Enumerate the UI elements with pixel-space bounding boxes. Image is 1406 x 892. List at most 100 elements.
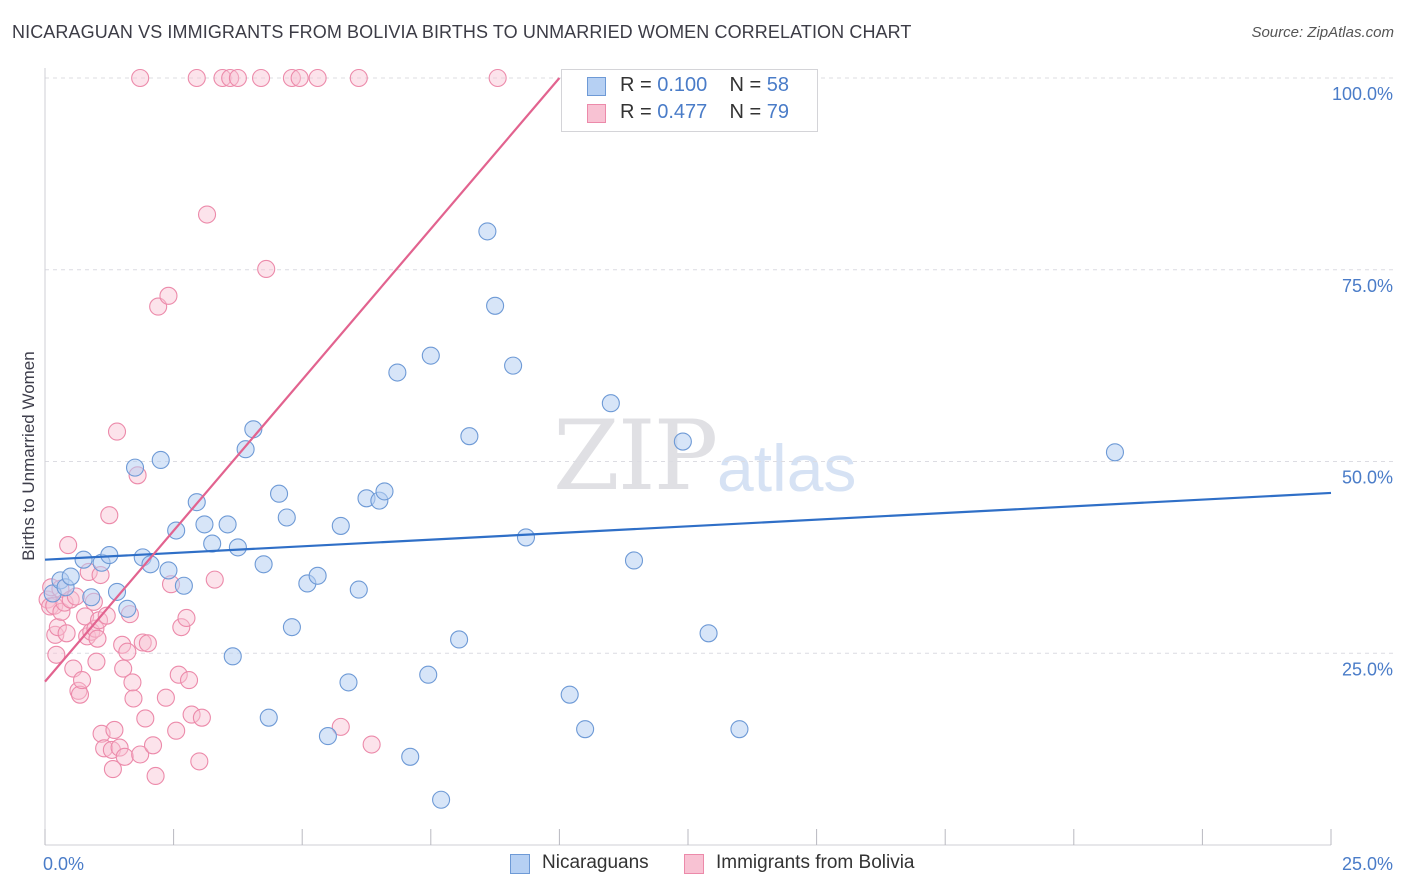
- nicaraguan-point: [107, 582, 127, 601]
- legend-swatch-bolivia: [587, 104, 606, 123]
- bolivia-point: [105, 720, 124, 740]
- bolivia-point: [95, 739, 114, 758]
- bolivia-point: [308, 68, 327, 88]
- bolivia-point: [115, 747, 134, 766]
- trend-lines: [44, 77, 1332, 683]
- nicaraguan-point: [141, 555, 160, 574]
- bolivia-point: [159, 286, 178, 305]
- bolivia-point: [167, 721, 186, 740]
- bolivia-point: [331, 717, 350, 736]
- nicaraguan-point: [82, 588, 101, 607]
- bolivia-point: [488, 68, 507, 88]
- bolivia-point: [143, 736, 163, 755]
- bolivia-point: [57, 624, 76, 643]
- nicaraguan-point: [349, 580, 368, 599]
- legend-text-bolivia: R = 0.477 N = 79: [620, 101, 790, 123]
- nicaraguan-point: [421, 346, 440, 365]
- nicaraguan-point: [504, 356, 523, 375]
- nicaraguan-point: [730, 720, 749, 739]
- bolivia-point: [76, 607, 95, 626]
- legend-text-nicaraguans: R = 0.100 N = 58: [620, 74, 790, 96]
- nicaraguan-point: [450, 630, 469, 649]
- bolivia-point: [190, 752, 209, 771]
- y-tick-label: 75.0%: [1342, 276, 1393, 296]
- bolivia-point: [100, 506, 119, 525]
- y-axis-label: Births to Unmarried Women: [19, 351, 38, 560]
- nicaraguan-point: [151, 450, 170, 470]
- bolivia-point: [205, 570, 224, 589]
- bolivia-point: [257, 259, 276, 279]
- nicaraguan-point: [432, 790, 451, 809]
- nicaraguan-point: [277, 508, 296, 527]
- nicaraguan-point: [270, 484, 289, 503]
- tick-labels: 100.0% 75.0% 50.0% 25.0% 0.0% 25.0%: [43, 84, 1393, 874]
- nicaraguan-point: [460, 427, 479, 446]
- bolivia-point: [172, 618, 191, 637]
- bottom-legend-swatch-bolivia: [684, 854, 704, 874]
- bolivia-point: [97, 606, 116, 625]
- bolivia-point: [133, 633, 152, 652]
- nicaraguan-point: [1105, 443, 1125, 462]
- nicaraguan-point: [339, 673, 358, 692]
- y-tick-label: 25.0%: [1342, 659, 1393, 679]
- bolivia-point: [197, 205, 217, 224]
- y-tick-label: 100.0%: [1332, 84, 1393, 104]
- bolivia-point: [177, 608, 196, 628]
- nicaraguan-point: [282, 618, 301, 637]
- nicaraguan-point: [61, 567, 80, 586]
- nicaraguan-point: [236, 440, 255, 459]
- bottom-legend-label-bolivia: Immigrants from Bolivia: [716, 852, 915, 873]
- watermark-atlas: atlas: [717, 431, 857, 505]
- bolivia-point: [349, 68, 368, 88]
- nicaraguan-point: [125, 458, 145, 477]
- bolivia-trend-line: [44, 77, 561, 683]
- bolivia-point: [59, 536, 78, 555]
- bolivia-point: [131, 745, 150, 764]
- bolivia-point: [228, 68, 247, 88]
- bolivia-point: [290, 68, 309, 88]
- bolivia-point: [72, 671, 92, 690]
- nicaraguan-point: [223, 647, 242, 666]
- bolivia-point: [136, 709, 155, 728]
- nicaraguan-point: [228, 538, 247, 557]
- nicaraguan-point: [576, 720, 595, 739]
- bolivia-point: [179, 671, 199, 690]
- nicaraguan-point: [401, 747, 420, 766]
- bolivia-point: [118, 642, 137, 661]
- nicaraguan-point: [601, 394, 620, 413]
- nicaraguan-point: [560, 685, 579, 704]
- axes: [44, 68, 1332, 846]
- bolivia-point: [131, 68, 150, 88]
- nicaraguan-point: [174, 576, 193, 595]
- bolivia-point: [169, 665, 188, 684]
- nicaraguan-point: [195, 515, 214, 534]
- legend-swatch-nicaraguans: [587, 77, 606, 96]
- nicaraguan-point: [118, 599, 137, 618]
- bolivia-point: [362, 735, 381, 754]
- nicaraguan-points: [43, 222, 1125, 809]
- bolivia-point: [107, 422, 127, 441]
- nicaraguan-point: [259, 708, 278, 727]
- nicaraguan-point: [624, 551, 644, 570]
- nicaraguan-point: [331, 516, 350, 535]
- chart-title: NICARAGUAN VS IMMIGRANTS FROM BOLIVIA BI…: [12, 22, 912, 42]
- bolivia-point: [221, 68, 240, 88]
- bolivia-point: [156, 688, 175, 707]
- bolivia-point: [47, 645, 66, 664]
- bottom-legend-label-nicaraguans: Nicaraguans: [542, 852, 649, 873]
- nicaraguan-point: [673, 432, 692, 451]
- bolivia-point: [282, 68, 301, 88]
- nicaraguan-point: [167, 521, 186, 540]
- nicaraguan-point: [318, 727, 337, 746]
- watermark-zip: ZIP: [553, 400, 718, 512]
- stats-legend: R = 0.100 N = 58 R = 0.477 N = 79: [561, 69, 818, 132]
- source-label: Source: ZipAtlas.com: [1251, 24, 1394, 41]
- nicaraguan-point: [375, 482, 394, 501]
- nicaraguan-point: [254, 555, 273, 574]
- nicaraguan-point: [308, 566, 327, 585]
- gridlines: [45, 77, 1395, 654]
- x-tick-label: 25.0%: [1342, 854, 1393, 874]
- bolivia-point: [187, 68, 206, 88]
- nicaraguan-point: [699, 624, 718, 643]
